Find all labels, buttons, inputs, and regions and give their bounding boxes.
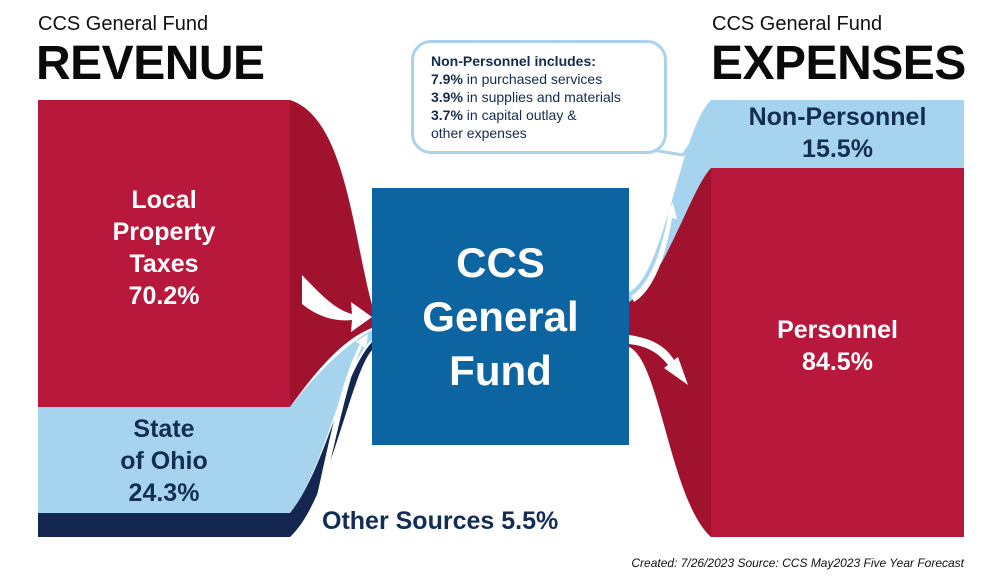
revenue-header-subtitle: CCS General Fund bbox=[38, 13, 209, 35]
callout-item: other expenses bbox=[431, 124, 664, 142]
revenue-flow-arrow bbox=[302, 275, 372, 332]
non-personnel-flow-arrow bbox=[631, 203, 677, 302]
state-of-ohio-flow bbox=[290, 330, 372, 513]
local-property-taxes-line-2: Property bbox=[112, 218, 216, 246]
non-personnel-block bbox=[711, 100, 964, 168]
callout-item-text: in supplies and materials bbox=[462, 89, 621, 105]
other-sources-label: Other Sources 5.5% bbox=[322, 507, 559, 535]
non-personnel-line-1: Non-Personnel bbox=[748, 103, 927, 131]
local-property-taxes-line-3: Taxes bbox=[129, 250, 199, 278]
center-line-1: CCS bbox=[456, 238, 545, 286]
state-flow-arrow bbox=[316, 334, 368, 500]
non-personnel-flow bbox=[629, 100, 711, 302]
personnel-flow-arrow bbox=[629, 335, 688, 385]
callout-item-text: in purchased services bbox=[462, 71, 603, 87]
local-property-taxes-label: Local Property Taxes 70.2% bbox=[38, 184, 290, 312]
state-of-ohio-line-2: of Ohio bbox=[120, 447, 208, 475]
local-property-taxes-block bbox=[38, 100, 290, 407]
non-personnel-label: Non-Personnel 15.5% bbox=[711, 101, 964, 165]
state-of-ohio-line-1: State bbox=[133, 415, 195, 443]
callout-item-percent: 3.7% bbox=[431, 107, 463, 123]
center-line-3: Fund bbox=[449, 346, 552, 394]
expenses-header-subtitle: CCS General Fund bbox=[712, 13, 883, 35]
callout-item-text: in capital outlay & bbox=[462, 107, 577, 123]
source-footnote: Created: 7/26/2023 Source: CCS May2023 F… bbox=[631, 556, 964, 570]
non-personnel-percent: 15.5% bbox=[802, 135, 873, 163]
personnel-percent: 84.5% bbox=[802, 348, 873, 376]
callout-item-percent: 7.9% bbox=[431, 71, 463, 87]
expenses-header-title: EXPENSES bbox=[711, 37, 966, 90]
local-property-taxes-percent: 70.2% bbox=[128, 282, 200, 310]
center-line-2: General bbox=[422, 292, 579, 340]
callout-pointer bbox=[650, 118, 710, 157]
callout-item: 3.7% in capital outlay & bbox=[431, 106, 664, 124]
state-of-ohio-block bbox=[38, 407, 290, 513]
callout-item-percent: 3.9% bbox=[431, 89, 463, 105]
revenue-header-title: REVENUE bbox=[36, 37, 265, 90]
callout-item-text: other expenses bbox=[431, 125, 527, 141]
local-property-taxes-line-1: Local bbox=[131, 186, 197, 214]
state-of-ohio-label: State of Ohio 24.3% bbox=[38, 413, 290, 509]
personnel-label: Personnel 84.5% bbox=[711, 314, 964, 378]
callout-item: 7.9% in purchased services bbox=[431, 70, 664, 88]
personnel-block bbox=[711, 168, 964, 537]
personnel-line-1: Personnel bbox=[777, 316, 898, 344]
ccs-general-fund-box: CCS General Fund bbox=[372, 188, 629, 445]
callout-item: 3.9% in supplies and materials bbox=[431, 88, 664, 106]
non-personnel-callout: Non-Personnel includes: 7.9% in purchase… bbox=[411, 40, 667, 154]
personnel-flow bbox=[629, 168, 711, 537]
callout-title: Non-Personnel includes: bbox=[431, 53, 596, 69]
other-sources-block bbox=[38, 513, 290, 537]
state-of-ohio-percent: 24.3% bbox=[128, 479, 200, 507]
